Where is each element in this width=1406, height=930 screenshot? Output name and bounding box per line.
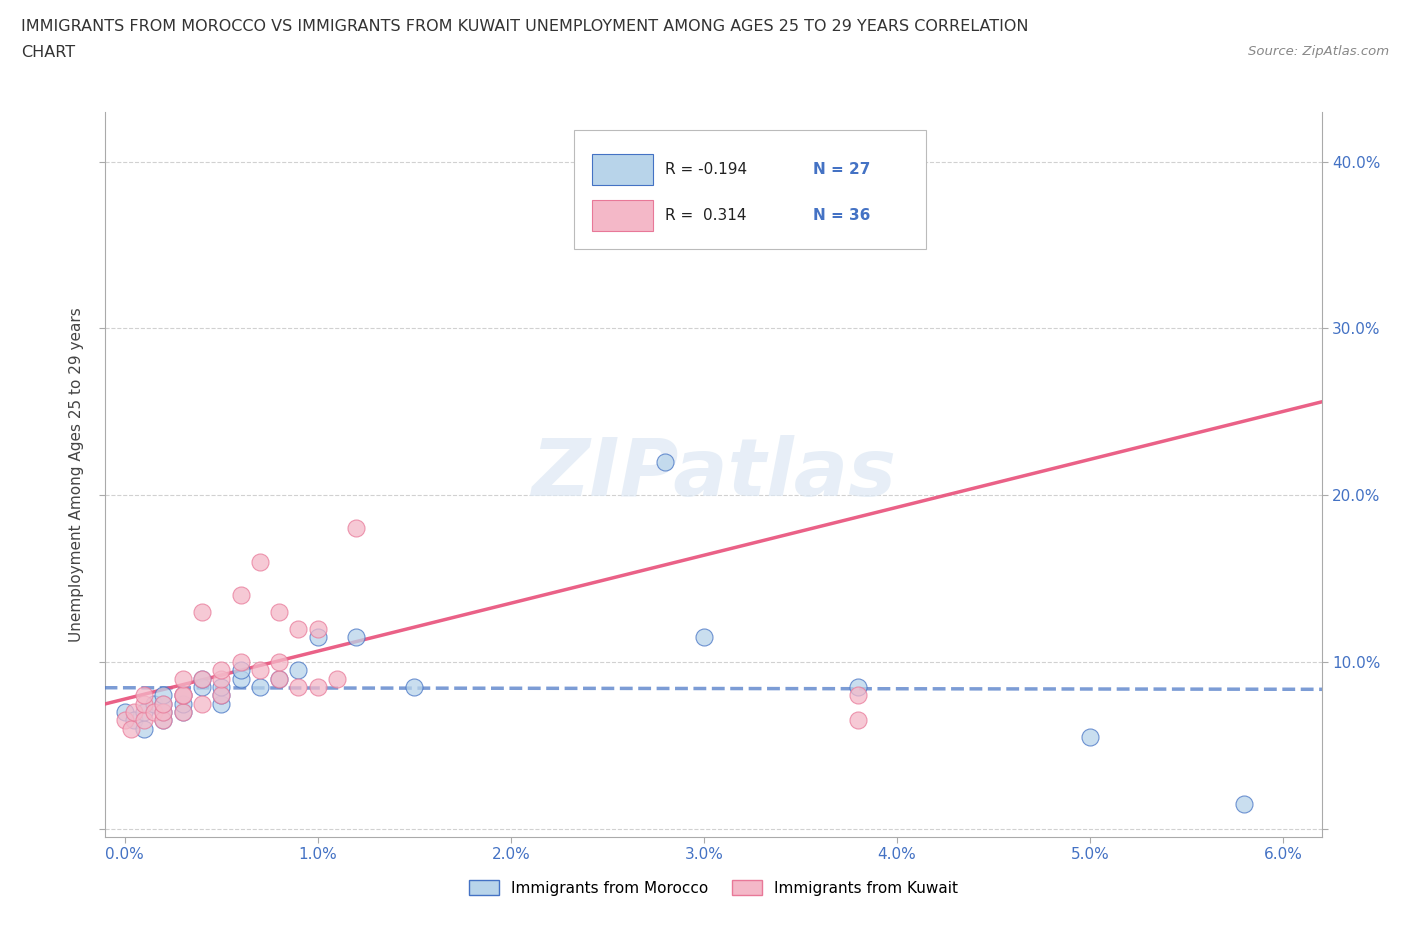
Text: N = 36: N = 36 xyxy=(813,207,870,223)
Point xyxy=(172,705,194,720)
Text: N = 27: N = 27 xyxy=(813,162,870,177)
Point xyxy=(172,705,194,720)
Text: R =  0.314: R = 0.314 xyxy=(665,207,747,223)
Point xyxy=(114,705,136,720)
Point xyxy=(132,697,155,711)
Point xyxy=(249,680,271,695)
Point xyxy=(229,588,252,603)
Point xyxy=(209,688,232,703)
Text: IMMIGRANTS FROM MOROCCO VS IMMIGRANTS FROM KUWAIT UNEMPLOYMENT AMONG AGES 25 TO : IMMIGRANTS FROM MOROCCO VS IMMIGRANTS FR… xyxy=(21,19,1029,33)
Point xyxy=(693,630,716,644)
Point xyxy=(249,663,271,678)
Y-axis label: Unemployment Among Ages 25 to 29 years: Unemployment Among Ages 25 to 29 years xyxy=(69,307,84,642)
Point xyxy=(1233,796,1256,811)
Point xyxy=(152,705,174,720)
Point xyxy=(172,688,194,703)
Point xyxy=(124,705,146,720)
Point xyxy=(191,697,214,711)
Legend: Immigrants from Morocco, Immigrants from Kuwait: Immigrants from Morocco, Immigrants from… xyxy=(463,873,965,902)
Point xyxy=(846,688,869,703)
Point xyxy=(229,655,252,670)
Point xyxy=(132,688,155,703)
Point xyxy=(229,663,252,678)
Text: Source: ZipAtlas.com: Source: ZipAtlas.com xyxy=(1249,45,1389,58)
Point xyxy=(326,671,349,686)
Point xyxy=(124,712,146,727)
Point xyxy=(287,680,309,695)
Point xyxy=(307,630,329,644)
Point xyxy=(120,721,142,736)
Point xyxy=(132,705,155,720)
Point xyxy=(846,680,869,695)
Point xyxy=(269,604,291,619)
Text: ZIPatlas: ZIPatlas xyxy=(531,435,896,513)
Point xyxy=(287,663,309,678)
Point xyxy=(152,712,174,727)
Point xyxy=(344,521,367,536)
Point xyxy=(191,680,214,695)
Point xyxy=(846,712,869,727)
FancyBboxPatch shape xyxy=(592,200,652,231)
Point xyxy=(344,630,367,644)
FancyBboxPatch shape xyxy=(574,130,927,249)
Point xyxy=(229,671,252,686)
Point xyxy=(142,697,165,711)
Point xyxy=(152,688,174,703)
Text: CHART: CHART xyxy=(21,45,75,60)
Point xyxy=(404,680,426,695)
Point xyxy=(307,621,329,636)
Point xyxy=(209,697,232,711)
Point xyxy=(209,663,232,678)
Point xyxy=(886,188,908,203)
Point xyxy=(172,697,194,711)
FancyBboxPatch shape xyxy=(592,154,652,185)
Point xyxy=(152,712,174,727)
Point xyxy=(269,671,291,686)
Point xyxy=(132,721,155,736)
Point xyxy=(249,554,271,569)
Point xyxy=(1078,729,1101,744)
Point xyxy=(209,680,232,695)
Point xyxy=(209,671,232,686)
Point xyxy=(152,705,174,720)
Text: R = -0.194: R = -0.194 xyxy=(665,162,747,177)
Point xyxy=(172,688,194,703)
Point xyxy=(172,688,194,703)
Point xyxy=(132,712,155,727)
Point xyxy=(191,604,214,619)
Point xyxy=(287,621,309,636)
Point xyxy=(114,712,136,727)
Point xyxy=(152,697,174,711)
Point xyxy=(269,655,291,670)
Point xyxy=(152,697,174,711)
Point xyxy=(307,680,329,695)
Point xyxy=(142,705,165,720)
Point xyxy=(191,671,214,686)
Point xyxy=(172,671,194,686)
Point xyxy=(209,688,232,703)
Point xyxy=(191,671,214,686)
Point xyxy=(269,671,291,686)
Point xyxy=(654,455,676,470)
